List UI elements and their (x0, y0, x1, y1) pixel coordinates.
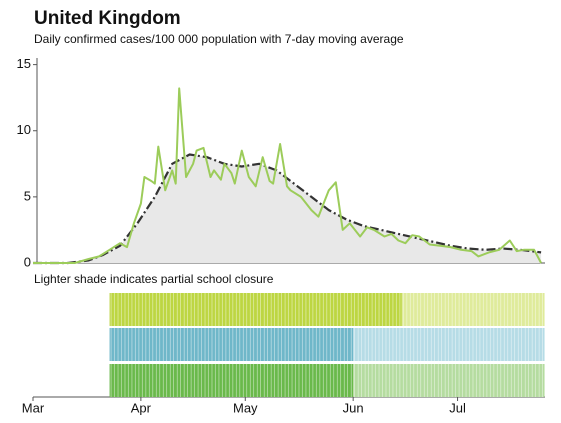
chart-subtitle: Daily confirmed cases/100 000 population… (34, 32, 404, 46)
stripes (109, 328, 354, 361)
school-note: Lighter shade indicates partial school c… (34, 272, 274, 286)
x-tick-label: Apr (131, 400, 152, 415)
stripes (109, 293, 402, 326)
daily-line (33, 87, 542, 264)
x-tick-label: Jun (343, 400, 364, 415)
x-tick-label: Jul (449, 400, 466, 415)
stripes (109, 364, 354, 397)
area (33, 154, 542, 263)
y-tick-label: 15 (17, 56, 31, 71)
x-tick-label: Mar (22, 400, 45, 415)
y-tick-label: 0 (24, 254, 31, 269)
y-tick-label: 5 (24, 188, 31, 203)
chart-title: United Kingdom (34, 8, 181, 29)
y-tick-label: 10 (17, 122, 31, 137)
stripes (401, 293, 545, 326)
stripes (353, 328, 545, 361)
stripes (353, 364, 545, 397)
x-tick-label: May (233, 400, 258, 415)
